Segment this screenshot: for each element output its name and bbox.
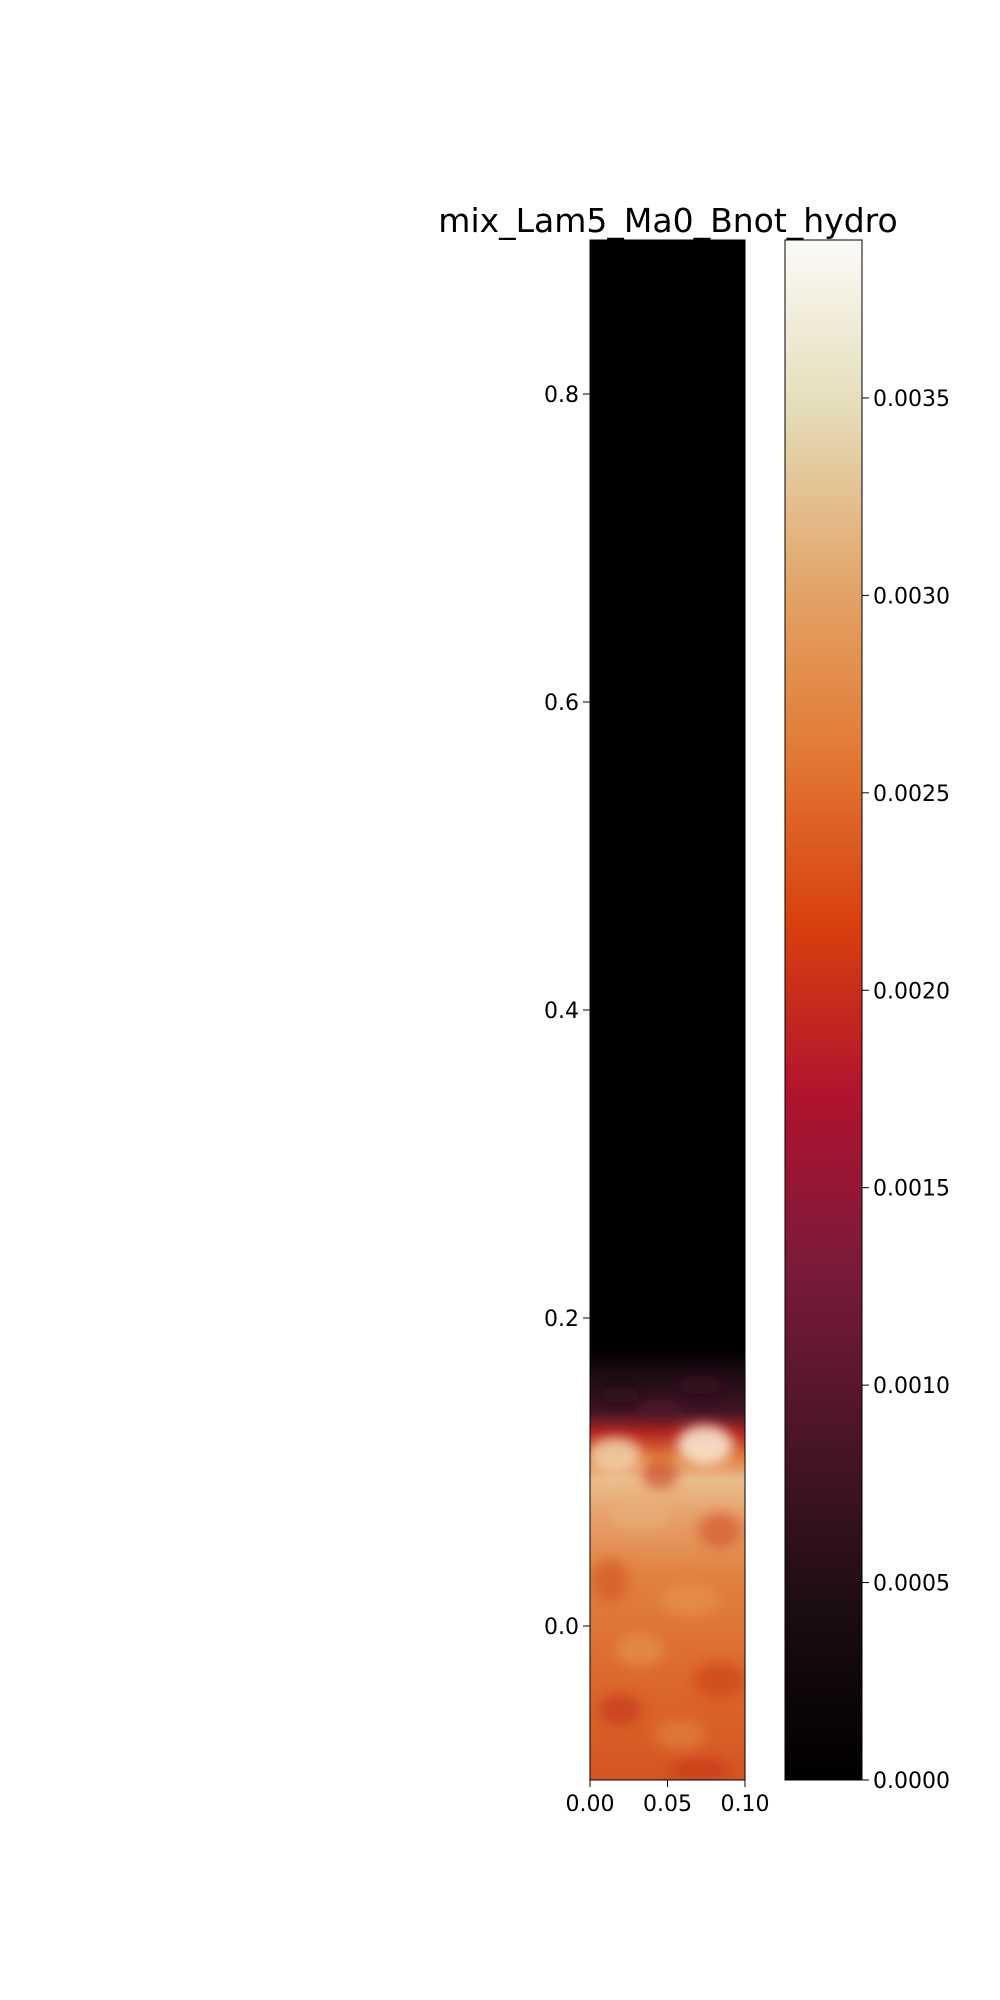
colorbar-tick-label: 0.0030 xyxy=(873,584,950,609)
colorbar-axis: 0.0000 0.0005 0.0010 0.0015 0.0020 0.0025 0.00… xyxy=(862,387,950,1794)
colorbar-tick-label: 0.0005 xyxy=(873,1572,950,1597)
colorbar-tick-label: 0.0035 xyxy=(873,387,950,412)
colorbar-tick-label: 0.0015 xyxy=(873,1177,950,1202)
x-tick-label: 0.10 xyxy=(721,1792,770,1817)
y-axis: 0.0 0.2 0.4 0.6 0.8 xyxy=(544,383,590,1640)
colorbar-tick-label: 0.0010 xyxy=(873,1374,950,1399)
colorbar-gradient xyxy=(784,239,863,1781)
y-tick-label: 0.6 xyxy=(544,691,579,716)
heatmap-field xyxy=(589,239,746,1781)
y-tick-label: 0.0 xyxy=(544,1615,579,1640)
x-tick-label: 0.00 xyxy=(566,1792,615,1817)
y-tick-label: 0.2 xyxy=(544,1307,579,1332)
x-axis: 0.00 0.05 0.10 xyxy=(566,1780,770,1817)
y-tick-label: 0.4 xyxy=(544,999,579,1024)
colorbar-tick-label: 0.0000 xyxy=(873,1769,950,1794)
colorbar-tick-label: 0.0025 xyxy=(873,782,950,807)
colorbar-tick-label: 0.0020 xyxy=(873,979,950,1004)
x-tick-label: 0.05 xyxy=(643,1792,692,1817)
heatmap-image xyxy=(590,240,745,1780)
turbulent-texture xyxy=(590,1376,745,1780)
chart-title: mix_Lam5_Ma0_Bnot_hydro xyxy=(438,201,897,240)
y-tick-label: 0.8 xyxy=(544,383,579,408)
colorbar: 0.0000 0.0005 0.0010 0.0015 0.0020 0.0025 0.00… xyxy=(784,239,950,1794)
